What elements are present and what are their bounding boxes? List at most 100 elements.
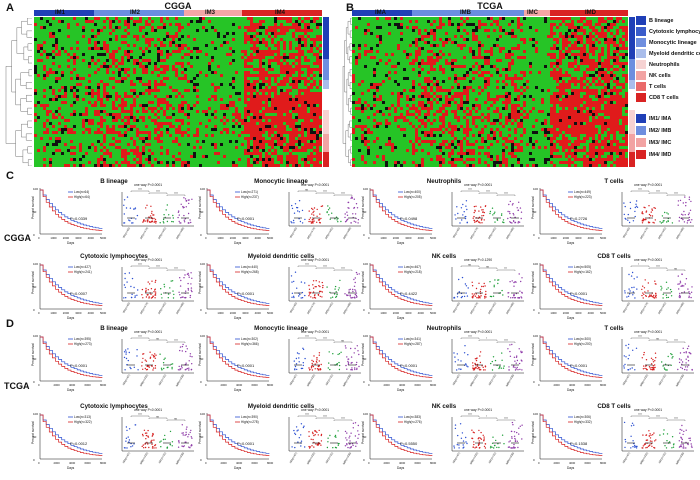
heat-cell [232, 116, 236, 120]
heat-cell [106, 113, 110, 117]
heat-cell [187, 92, 191, 96]
heat-cell [259, 122, 263, 126]
heat-cell [133, 101, 137, 105]
heat-cell [106, 68, 110, 72]
heat-cell [85, 29, 89, 33]
cluster-label-im1: IM1 [55, 10, 66, 16]
heat-cell [190, 122, 194, 126]
heat-cell [214, 164, 218, 167]
heat-cell [310, 137, 314, 141]
heat-cell [310, 29, 314, 33]
heat-cell [46, 65, 50, 69]
heat-cell [295, 86, 299, 90]
heat-cell [127, 89, 131, 93]
heat-cell [79, 71, 83, 75]
heat-cell [85, 83, 89, 87]
heat-cell [208, 134, 212, 138]
heat-cell [151, 158, 155, 162]
heat-cell [247, 35, 251, 39]
heat-cell [121, 38, 125, 42]
heat-cell [313, 38, 317, 42]
heat-cell [238, 92, 242, 96]
heat-cell [67, 56, 71, 60]
heat-cell [151, 65, 155, 69]
heat-cell [265, 104, 269, 108]
heat-cell [133, 134, 137, 138]
heat-cell [118, 86, 122, 90]
heat-cell [310, 128, 314, 132]
heat-cell [253, 35, 257, 39]
heat-cell [133, 44, 137, 48]
heat-cell [133, 59, 137, 63]
heat-cell [304, 53, 308, 57]
heat-cell [220, 134, 224, 138]
heat-cell [241, 143, 245, 147]
heat-cell [217, 131, 221, 135]
heat-cell [49, 152, 53, 156]
heat-cell [268, 44, 272, 48]
heat-cell [82, 47, 86, 51]
heat-cell [73, 50, 77, 54]
heat-cell [196, 152, 200, 156]
heat-cell [112, 140, 116, 144]
heat-cell [235, 32, 239, 36]
heat-cell [73, 68, 77, 72]
heat-cell [76, 164, 80, 167]
heat-cell [163, 68, 167, 72]
heat-cell [205, 50, 209, 54]
heat-cell [109, 20, 113, 24]
heat-cell [217, 98, 221, 102]
heat-cell [97, 95, 101, 99]
heat-cell [112, 95, 116, 99]
heat-cell [262, 149, 266, 153]
heat-cell [136, 95, 140, 99]
heat-cell [175, 113, 179, 117]
heat-cell [88, 41, 92, 45]
heat-cell [58, 86, 62, 90]
heat-cell [76, 107, 80, 111]
heat-cell [118, 122, 122, 126]
heat-cell [184, 62, 188, 66]
heat-cell [250, 38, 254, 42]
heat-cell [280, 146, 284, 150]
heat-cell [106, 47, 110, 51]
heat-cell [70, 164, 74, 167]
heat-cell [154, 107, 158, 111]
heat-cell [88, 149, 92, 153]
heat-cell [238, 113, 242, 117]
heat-cell [151, 146, 155, 150]
heat-cell [211, 113, 215, 117]
heat-cell [202, 29, 206, 33]
heat-cell [256, 17, 260, 21]
heat-cell [124, 104, 128, 108]
heat-cell [163, 80, 167, 84]
heat-cell [265, 146, 269, 150]
heat-cell [67, 116, 71, 120]
heat-cell [88, 131, 92, 135]
heat-cell [109, 113, 113, 117]
heat-cell [139, 74, 143, 78]
heat-cell [298, 77, 302, 81]
heat-cell [70, 56, 74, 60]
heat-cell [136, 143, 140, 147]
heat-cell [163, 17, 167, 21]
heat-cell [106, 131, 110, 135]
heat-cell [238, 44, 242, 48]
heat-cell [262, 98, 266, 102]
heat-cell [52, 23, 56, 27]
heat-cell [229, 74, 233, 78]
heat-cell [223, 44, 227, 48]
heat-cell [310, 143, 314, 147]
heat-cell [244, 20, 248, 24]
heat-cell [220, 116, 224, 120]
heat-cell [148, 74, 152, 78]
heat-cell [292, 152, 296, 156]
heat-cell [250, 26, 254, 30]
heat-cell [130, 17, 134, 21]
heat-cell [205, 26, 209, 30]
heat-cell [217, 125, 221, 129]
heat-cell [94, 83, 98, 87]
heat-cell [286, 47, 290, 51]
heat-cell [265, 74, 269, 78]
heat-cell [127, 164, 131, 167]
